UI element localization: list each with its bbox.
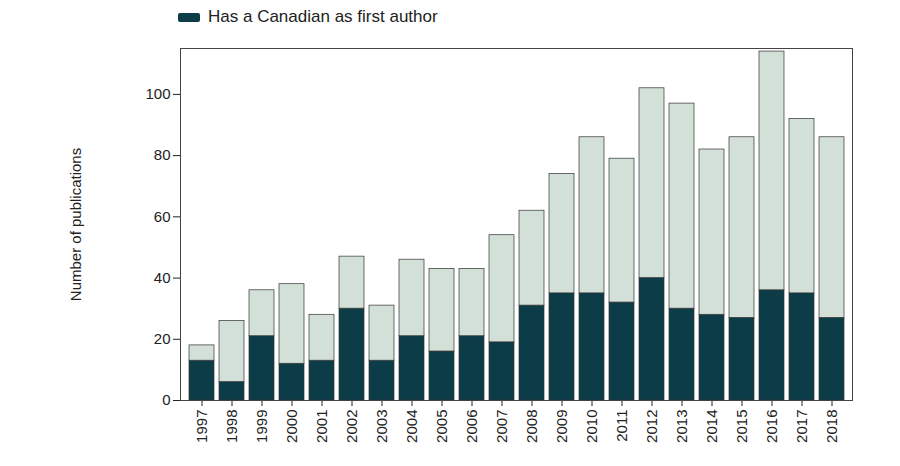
- svg-text:60: 60: [154, 208, 171, 225]
- svg-text:2017: 2017: [793, 410, 810, 443]
- svg-text:2006: 2006: [463, 410, 480, 443]
- svg-text:2002: 2002: [343, 410, 360, 443]
- svg-text:1999: 1999: [253, 410, 270, 443]
- svg-text:2001: 2001: [313, 410, 330, 443]
- svg-text:1998: 1998: [223, 410, 240, 443]
- svg-text:1997: 1997: [193, 410, 210, 443]
- svg-text:2014: 2014: [703, 410, 720, 443]
- svg-text:2018: 2018: [823, 410, 840, 443]
- svg-text:20: 20: [154, 330, 171, 347]
- svg-text:2016: 2016: [763, 410, 780, 443]
- svg-text:2010: 2010: [583, 410, 600, 443]
- svg-text:2008: 2008: [523, 410, 540, 443]
- svg-text:2005: 2005: [433, 410, 450, 443]
- svg-text:2007: 2007: [493, 410, 510, 443]
- svg-text:Number of publications: Number of publications: [67, 148, 84, 301]
- svg-text:2012: 2012: [643, 410, 660, 443]
- svg-text:40: 40: [154, 269, 171, 286]
- svg-text:2009: 2009: [553, 410, 570, 443]
- svg-text:100: 100: [145, 85, 170, 102]
- html-text:Has a Canadian as first author: Has a Canadian as first author: [208, 7, 438, 26]
- svg-text:2015: 2015: [733, 410, 750, 443]
- svg-text:2003: 2003: [373, 410, 390, 443]
- svg-text:2011: 2011: [613, 410, 630, 442]
- svg-text:2004: 2004: [403, 410, 420, 443]
- svg-text:80: 80: [154, 146, 171, 163]
- svg-text:0: 0: [162, 391, 170, 408]
- svg-text:2013: 2013: [673, 410, 690, 443]
- svg-text:2000: 2000: [283, 410, 300, 443]
